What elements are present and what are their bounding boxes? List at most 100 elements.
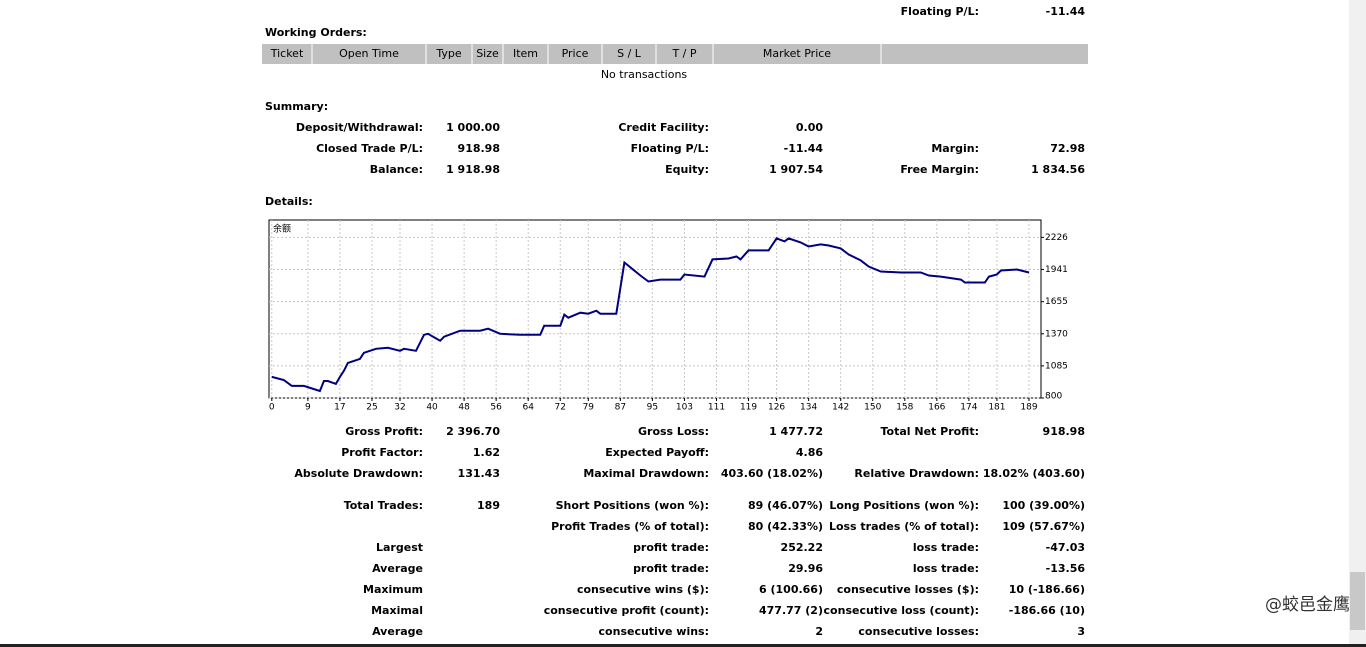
field-label: Profit Factor: bbox=[341, 446, 423, 459]
field-label: Maximal Drawdown: bbox=[583, 467, 709, 480]
column-header: Size bbox=[476, 47, 499, 60]
field-value: 189 bbox=[477, 499, 500, 512]
x-tick-label: 158 bbox=[896, 403, 913, 413]
field-value: 1 000.00 bbox=[446, 121, 500, 134]
balance-line bbox=[271, 237, 1030, 393]
field-value: 918.98 bbox=[1043, 425, 1085, 438]
field-label: consecutive profit (count): bbox=[544, 604, 709, 617]
field-label: Floating P/L: bbox=[631, 142, 709, 155]
x-tick-label: 189 bbox=[1020, 403, 1037, 413]
field-label: Short Positions (won %): bbox=[556, 499, 709, 512]
field-label: Profit Trades (% of total): bbox=[551, 520, 709, 533]
y-tick-label: 800 bbox=[1045, 392, 1062, 402]
field-label: Margin: bbox=[931, 142, 979, 155]
field-value: 1 477.72 bbox=[769, 425, 823, 438]
field-label: Free Margin: bbox=[900, 163, 979, 176]
field-value: 918.98 bbox=[458, 142, 500, 155]
field-value: -47.03 bbox=[1046, 541, 1085, 554]
header-value: -11.44 bbox=[1046, 5, 1086, 18]
field-label: Gross Loss: bbox=[638, 425, 709, 438]
x-tick-label: 87 bbox=[615, 403, 626, 413]
column-header: Item bbox=[513, 47, 538, 60]
field-label: Relative Drawdown: bbox=[854, 467, 979, 480]
y-tick-label: 2226 bbox=[1045, 233, 1068, 243]
section-title: Summary: bbox=[265, 100, 328, 113]
field-value: 131.43 bbox=[458, 467, 500, 480]
field-value: 109 (57.67%) bbox=[1002, 520, 1085, 533]
field-label: Expected Payoff: bbox=[605, 446, 709, 459]
field-label: Equity: bbox=[665, 163, 709, 176]
field-value: 10 (-186.66) bbox=[1009, 583, 1085, 596]
x-tick-label: 32 bbox=[394, 403, 405, 413]
x-tick-label: 48 bbox=[458, 403, 470, 413]
y-tick-label: 1655 bbox=[1045, 297, 1068, 307]
field-label: Long Positions (won %): bbox=[829, 499, 979, 512]
y-tick-label: 1941 bbox=[1045, 265, 1068, 275]
column-header: T / P bbox=[671, 47, 696, 60]
x-tick-label: 79 bbox=[583, 403, 595, 413]
x-tick-label: 174 bbox=[960, 403, 977, 413]
bottom-border bbox=[0, 644, 1366, 647]
x-tick-label: 9 bbox=[305, 403, 311, 413]
field-value: 6 (100.66) bbox=[759, 583, 823, 596]
field-value: 89 (46.07%) bbox=[748, 499, 823, 512]
field-value: -186.66 (10) bbox=[1009, 604, 1085, 617]
x-tick-label: 126 bbox=[768, 403, 785, 413]
field-value: 80 (42.33%) bbox=[748, 520, 823, 533]
chart-frame bbox=[268, 219, 1042, 399]
field-label: Maximal bbox=[371, 604, 423, 617]
x-tick-label: 56 bbox=[490, 403, 502, 413]
x-tick-label: 40 bbox=[426, 403, 438, 413]
x-tick-label: 72 bbox=[555, 403, 566, 413]
field-label: consecutive losses: bbox=[858, 625, 979, 638]
field-value: 1.62 bbox=[473, 446, 500, 459]
x-tick-label: 25 bbox=[366, 403, 377, 413]
field-value: 477.77 (2) bbox=[759, 604, 823, 617]
x-tick-label: 181 bbox=[988, 403, 1005, 413]
scrollbar[interactable] bbox=[1349, 0, 1366, 645]
field-label: Average bbox=[372, 562, 423, 575]
field-value: 18.02% (403.60) bbox=[983, 467, 1085, 480]
header-label: Floating P/L: bbox=[901, 5, 979, 18]
field-label: consecutive wins ($): bbox=[577, 583, 709, 596]
field-value: 0.00 bbox=[796, 121, 823, 134]
column-header: S / L bbox=[617, 47, 642, 60]
x-tick-label: 95 bbox=[647, 403, 658, 413]
x-tick-label: 166 bbox=[928, 403, 945, 413]
field-value: 1 907.54 bbox=[769, 163, 823, 176]
field-label: Deposit/Withdrawal: bbox=[296, 121, 423, 134]
field-label: consecutive wins: bbox=[599, 625, 709, 638]
field-label: consecutive losses ($): bbox=[837, 583, 979, 596]
field-value: 1 834.56 bbox=[1031, 163, 1085, 176]
field-label: Total Net Profit: bbox=[881, 425, 980, 438]
x-tick-label: 64 bbox=[522, 403, 534, 413]
x-tick-label: 17 bbox=[334, 403, 345, 413]
field-value: 29.96 bbox=[788, 562, 823, 575]
field-label: loss trade: bbox=[913, 562, 979, 575]
field-label: Largest bbox=[376, 541, 423, 554]
field-label: Loss trades (% of total): bbox=[829, 520, 979, 533]
x-tick-label: 150 bbox=[864, 403, 881, 413]
column-header: Open Time bbox=[339, 47, 399, 60]
field-value: 4.86 bbox=[796, 446, 823, 459]
x-tick-label: 119 bbox=[740, 403, 757, 413]
field-label: Average bbox=[372, 625, 423, 638]
watermark: @蛟邑金鹰 bbox=[1265, 595, 1350, 615]
field-value: 2 bbox=[815, 625, 823, 638]
scrollbar-thumb[interactable] bbox=[1350, 572, 1365, 630]
field-value: 403.60 (18.02%) bbox=[721, 467, 823, 480]
column-header: Market Price bbox=[763, 47, 831, 60]
y-tick-label: 1370 bbox=[1045, 329, 1068, 339]
column-header: Ticket bbox=[270, 47, 304, 60]
field-label: consecutive loss (count): bbox=[824, 604, 979, 617]
x-tick-label: 142 bbox=[832, 403, 849, 413]
field-value: 2 396.70 bbox=[446, 425, 500, 438]
field-value: 1 918.98 bbox=[446, 163, 500, 176]
x-tick-label: 134 bbox=[800, 403, 817, 413]
empty-text: No transactions bbox=[601, 68, 688, 81]
field-label: Absolute Drawdown: bbox=[294, 467, 423, 480]
field-label: Gross Profit: bbox=[345, 425, 423, 438]
field-label: profit trade: bbox=[633, 562, 709, 575]
field-label: profit trade: bbox=[633, 541, 709, 554]
